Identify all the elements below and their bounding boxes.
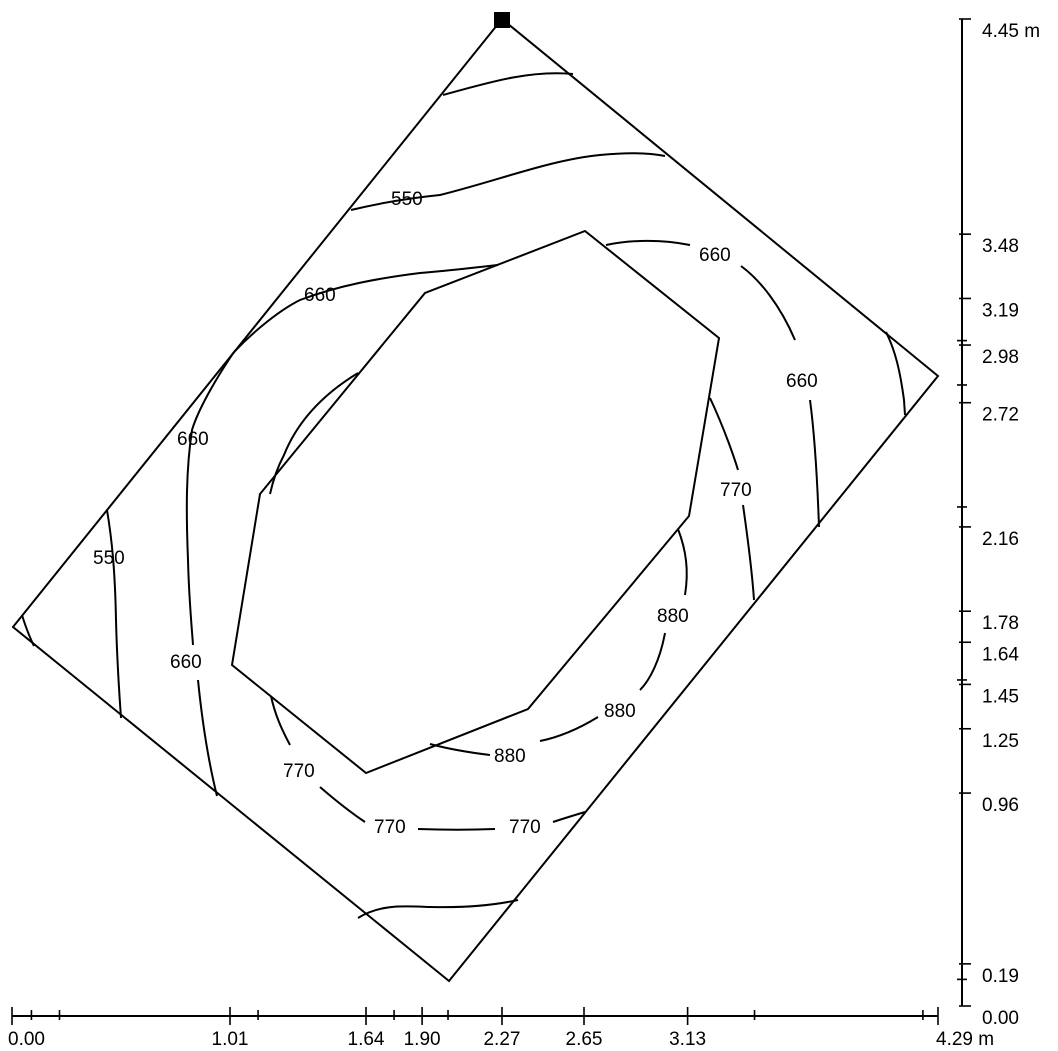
y-axis-tick-label: 2.16 xyxy=(982,529,1019,550)
contour-label: 770 xyxy=(374,817,406,838)
contour-770 xyxy=(269,372,359,495)
contour-880 xyxy=(539,716,599,742)
y-axis-tick-label: 2.98 xyxy=(982,347,1019,368)
x-axis-tick-label: 3.13 xyxy=(669,1029,706,1050)
room-outline xyxy=(11,17,940,983)
x-axis-tick-label: 2.65 xyxy=(566,1029,603,1050)
contour-550 xyxy=(106,509,122,719)
y-axis-tick-label: 1.78 xyxy=(982,613,1019,634)
y-axis-tick-label: 1.64 xyxy=(982,644,1019,665)
contour-label: 770 xyxy=(720,480,752,501)
contour-label: 770 xyxy=(283,761,315,782)
x-axis-tick-label: 1.64 xyxy=(348,1029,385,1050)
contour-770 xyxy=(319,786,366,823)
y-axis-tick-label: 0.00 xyxy=(982,1008,1019,1029)
y-axis-tick-label: 2.72 xyxy=(982,405,1019,426)
contour-770 xyxy=(552,811,586,823)
contour-880 xyxy=(429,743,491,756)
x-axis-tick-label: 1.90 xyxy=(404,1029,441,1050)
contour-labels: 550 550 660 660 660 660 660 770 770 770 … xyxy=(93,189,818,838)
contour-550 xyxy=(885,331,906,416)
contour-880 xyxy=(639,632,666,691)
contour-660 xyxy=(605,239,691,246)
x-axis-tick-label: 1.01 xyxy=(212,1029,249,1050)
contour-label: 880 xyxy=(657,606,689,627)
contour-660 xyxy=(809,399,820,528)
contour-660 xyxy=(197,679,218,797)
contour-660 xyxy=(185,351,235,646)
x-axis-tick-label: 2.27 xyxy=(483,1029,520,1050)
contour-770 xyxy=(709,397,739,471)
y-axis-tick-label: 3.48 xyxy=(982,236,1019,257)
contour-label: 880 xyxy=(604,701,636,722)
y-axis: 4.45 m 3.48 3.19 2.98 2.72 2.16 1.78 1.64 1.45 1.… xyxy=(957,18,1040,1029)
contour-770 xyxy=(417,828,496,831)
x-axis-tick-label: 0.00 xyxy=(8,1029,45,1050)
contour-label: 660 xyxy=(786,371,818,392)
contour-770 xyxy=(270,695,291,746)
x-axis-tick-label: 4.29 m xyxy=(936,1029,994,1050)
y-axis-tick-label: 0.19 xyxy=(982,966,1019,987)
contour-label: 660 xyxy=(699,245,731,266)
contour-550 xyxy=(442,72,574,96)
contour-550 xyxy=(21,614,35,647)
y-axis-tick-label: 0.96 xyxy=(982,795,1019,816)
contour-660 xyxy=(740,265,796,341)
contour-880 xyxy=(677,528,688,596)
y-axis-tick-label: 1.25 xyxy=(982,731,1019,752)
contour-label: 550 xyxy=(391,189,423,210)
x-axis: 0.00 1.01 1.64 1.90 2.27 2.65 3.13 4.29 m xyxy=(8,1007,994,1050)
y-axis-tick-label: 4.45 m xyxy=(982,21,1040,42)
contour-550 xyxy=(350,152,666,211)
y-axis-tick-label: 1.45 xyxy=(982,686,1019,707)
contour-label: 660 xyxy=(177,429,209,450)
contour-label: 770 xyxy=(509,817,541,838)
contour-550 xyxy=(357,899,519,919)
object-outline xyxy=(230,229,721,775)
contour-label: 550 xyxy=(93,548,125,569)
contour-660 xyxy=(233,264,499,353)
contour-label: 660 xyxy=(170,652,202,673)
luminaire-marker xyxy=(494,12,510,28)
y-axis-tick-label: 3.19 xyxy=(982,300,1019,321)
contour-770 xyxy=(742,504,755,601)
contour-label: 660 xyxy=(304,285,336,306)
contour-label: 880 xyxy=(494,746,526,767)
